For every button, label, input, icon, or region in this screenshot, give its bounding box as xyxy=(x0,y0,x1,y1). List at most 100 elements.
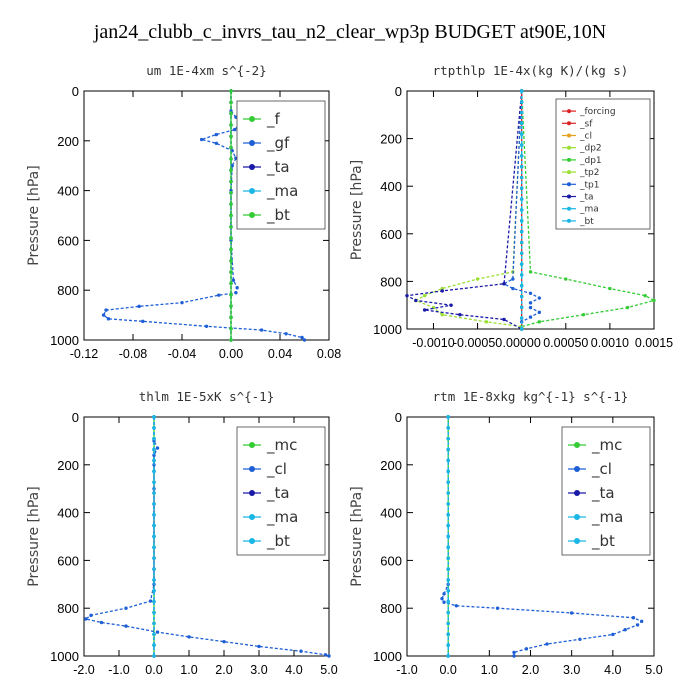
series-point-bt xyxy=(229,315,233,320)
legend-marker xyxy=(567,218,571,223)
legend-label: _ta xyxy=(266,158,290,177)
legend-marker xyxy=(567,121,571,126)
series-point-ta xyxy=(422,308,427,312)
series-point-bt xyxy=(152,643,156,647)
x-tick-label: 0.00 xyxy=(219,347,243,361)
legend-label: _mc xyxy=(591,436,622,455)
series-point-bt xyxy=(519,175,524,180)
series-point-bt xyxy=(446,589,450,593)
y-tick-label: 800 xyxy=(380,601,402,616)
legend-label: _dp1 xyxy=(579,156,602,166)
x-tick-label: 0.0015 xyxy=(635,336,673,350)
x-tick-label: 3.0 xyxy=(250,663,267,677)
series-point-gf xyxy=(234,290,238,295)
series-point-cl xyxy=(187,635,191,639)
x-tick-label: 0.0 xyxy=(145,663,162,677)
x-tick-label: -0.04 xyxy=(168,347,197,361)
legend-label: _f xyxy=(266,110,281,129)
series-point-gf xyxy=(204,324,209,329)
series-point-cl xyxy=(84,617,88,621)
y-tick-label: 200 xyxy=(57,134,79,149)
legend-marker xyxy=(249,538,255,544)
series-point-bt xyxy=(446,621,450,626)
legend-label: _tp1 xyxy=(579,180,599,190)
x-tick-label: 4.0 xyxy=(285,663,302,677)
y-tick-label: 1000 xyxy=(50,649,79,664)
x-tick-label: -2.0 xyxy=(73,663,95,677)
series-point-gf xyxy=(259,328,264,332)
series-point-bt xyxy=(152,469,156,474)
series-point-bt xyxy=(229,89,233,93)
series-point-bt xyxy=(519,208,524,212)
series-point-cl xyxy=(623,628,627,632)
series-point-gf xyxy=(180,300,184,305)
legend-marker xyxy=(249,466,255,472)
series-point-gf xyxy=(101,313,106,317)
series-line-dp1 xyxy=(521,90,656,329)
series-point-cl xyxy=(257,644,261,649)
series-point-bt xyxy=(229,225,233,229)
series-point-gf xyxy=(284,332,288,336)
legend-marker xyxy=(567,206,571,211)
legend-marker xyxy=(249,490,255,496)
series-point-cl xyxy=(631,616,636,620)
series-point-bt xyxy=(229,100,233,105)
legend-marker xyxy=(567,109,571,114)
series-point-cl xyxy=(454,604,459,608)
legend-marker xyxy=(567,133,571,138)
series-point-dp1 xyxy=(581,313,586,317)
series-point-ta xyxy=(502,282,506,286)
series-point-cl xyxy=(323,653,328,657)
series-point-bt xyxy=(229,259,233,263)
series-point-bt xyxy=(152,491,156,495)
series-point-tp1 xyxy=(528,305,533,310)
legend-marker xyxy=(567,194,571,199)
series-point-bt xyxy=(446,513,450,517)
y-tick-label: 800 xyxy=(57,283,79,298)
x-tick-label: 5.0 xyxy=(645,663,662,677)
legend-label: _ma xyxy=(591,508,623,527)
x-tick-label: -1.0 xyxy=(396,663,418,677)
legend-marker xyxy=(567,182,571,187)
series-point-bt xyxy=(519,294,524,299)
y-tick-label: 400 xyxy=(57,506,79,521)
series-point-cl xyxy=(152,453,156,457)
series-point-bt xyxy=(446,578,450,582)
series-point-ta xyxy=(502,317,506,322)
series-point-gf xyxy=(106,317,111,321)
y-tick-label: 600 xyxy=(57,233,79,248)
series-point-tp1 xyxy=(528,291,533,295)
panel-1: um 1E-4xm s^{-2} Pressure [hPa] 0 200 400 600… xyxy=(26,63,341,361)
series-point-bt xyxy=(446,567,450,571)
series-point-dp1 xyxy=(625,305,630,310)
legend-marker xyxy=(574,442,580,448)
legend-label: _ta xyxy=(266,484,290,503)
y-tick-label: 400 xyxy=(57,184,79,199)
series-point-bt xyxy=(152,567,156,571)
series-point-bt xyxy=(152,654,156,658)
y-tick-label: 1000 xyxy=(373,322,402,337)
series-line-ta xyxy=(404,90,523,330)
series-point-gf xyxy=(141,319,145,324)
series-point-bt xyxy=(229,270,233,274)
series-point-cl xyxy=(440,596,444,601)
legend: _forcing _sf _cl _dp2 _dp1 _tp2 _tp1 _ta _ma _bt xyxy=(555,98,651,230)
series-point-cl xyxy=(89,613,93,618)
y-axis-label: Pressure [hPa] xyxy=(349,160,365,260)
panel-2: rtpthlp 1E-4x(kg K)/(kg s) Pressure [hPa]… xyxy=(349,63,673,350)
y-tick-label: 200 xyxy=(380,132,402,147)
series-point-dp1 xyxy=(528,270,533,274)
series-point-bt xyxy=(446,545,450,550)
series-point-bt xyxy=(446,643,450,647)
series-point-cl xyxy=(442,600,446,604)
legend-marker xyxy=(574,466,580,472)
plot-frame xyxy=(406,90,655,330)
series-point-bt xyxy=(446,502,450,506)
y-tick-label: 800 xyxy=(380,274,402,289)
series-point-bt xyxy=(446,556,450,560)
panel-title: rtpthlp 1E-4x(kg K)/(kg s) xyxy=(433,63,629,78)
series-point-tp1 xyxy=(537,310,542,315)
series-point-bt xyxy=(446,523,450,528)
series-point-bt xyxy=(152,534,156,539)
series-point-bt xyxy=(519,284,524,288)
